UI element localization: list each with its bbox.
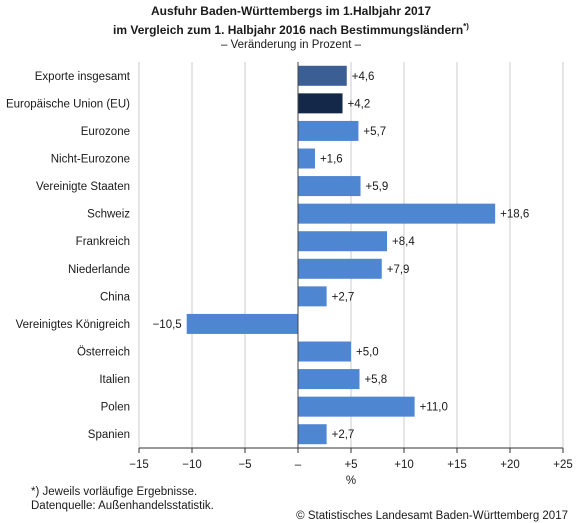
x-tick-label-4: +5 [344,459,357,471]
bar-7 [298,258,382,279]
category-label-5: Schweiz [87,209,130,221]
chart-title-block: Ausfuhr Baden-Württembergs im 1.Halbjahr… [0,4,582,53]
value-label-3: +1,6 [320,154,343,166]
title-footnote-marker: *) [463,22,469,31]
bar-13 [298,424,327,445]
category-label-11: Italien [99,374,130,386]
chart-title-line1: Ausfuhr Baden-Württembergs im 1.Halbjahr… [150,4,432,18]
value-label-8: +2,7 [332,291,355,303]
category-label-1: Europäische Union (EU) [6,98,130,110]
category-label-3: Nicht-Eurozone [51,154,130,166]
value-label-0: +4,6 [352,71,375,83]
bar-1 [298,93,343,114]
bar-6 [298,231,388,252]
x-tick-label-2: −5 [238,459,251,471]
value-label-10: +5,0 [356,347,379,359]
value-label-1: +4,2 [348,98,371,110]
bar-12 [298,396,415,417]
category-label-4: Vereinigte Staaten [36,181,130,193]
footnote-block: *) Jeweils vorläufige Ergebnisse. Datenq… [31,485,214,513]
bar-8 [298,286,327,307]
chart-title-line2: im Vergleich zum 1. Halbjahr 2016 nach B… [0,19,582,38]
value-label-13: +2,7 [332,429,355,441]
copyright-text: © Statistisches Landesamt Baden-Württemb… [296,510,568,522]
x-tick-label-0: −15 [129,459,149,471]
value-label-12: +11,0 [420,402,448,414]
bar-2 [298,120,359,141]
category-label-10: Österreich [77,347,130,359]
value-label-11: +5,8 [364,374,387,386]
chart-title-line2-text: im Vergleich zum 1. Halbjahr 2016 nach B… [113,23,464,37]
category-label-13: Spanien [88,429,130,441]
bar-4 [298,176,361,197]
bar-3 [298,148,315,169]
category-label-7: Niederlande [68,264,130,276]
value-label-9: −10,5 [153,319,182,331]
x-axis-label: % [346,475,356,487]
x-tick-label-7: +20 [500,459,520,471]
footnote-text: *) Jeweils vorläufige Ergebnisse. [31,486,198,498]
category-label-2: Eurozone [81,126,130,138]
category-label-0: Exporte insgesamt [35,71,131,83]
x-tick-label-3: – [295,459,302,471]
category-label-9: Vereinigtes Königreich [16,319,130,331]
category-label-12: Polen [101,402,130,414]
bar-9 [186,313,298,334]
value-label-5: +18,6 [500,209,529,221]
x-tick-label-5: +10 [394,459,414,471]
bar-10 [298,341,351,362]
value-label-7: +7,9 [387,264,410,276]
source-text: Datenquelle: Außenhandelsstatistik. [31,500,214,512]
category-label-8: China [100,291,131,303]
bar-11 [298,369,360,390]
x-tick-label-1: −10 [182,459,202,471]
bar-0 [298,65,347,86]
chart-subtitle: – Veränderung in Prozent – [220,39,362,51]
value-label-6: +8,4 [392,236,415,248]
category-label-6: Frankreich [76,236,130,248]
value-label-4: +5,9 [366,181,389,193]
x-tick-label-6: +15 [447,459,467,471]
bar-5 [298,203,496,224]
x-tick-label-8: +25 [553,459,573,471]
value-label-2: +5,7 [363,126,386,138]
